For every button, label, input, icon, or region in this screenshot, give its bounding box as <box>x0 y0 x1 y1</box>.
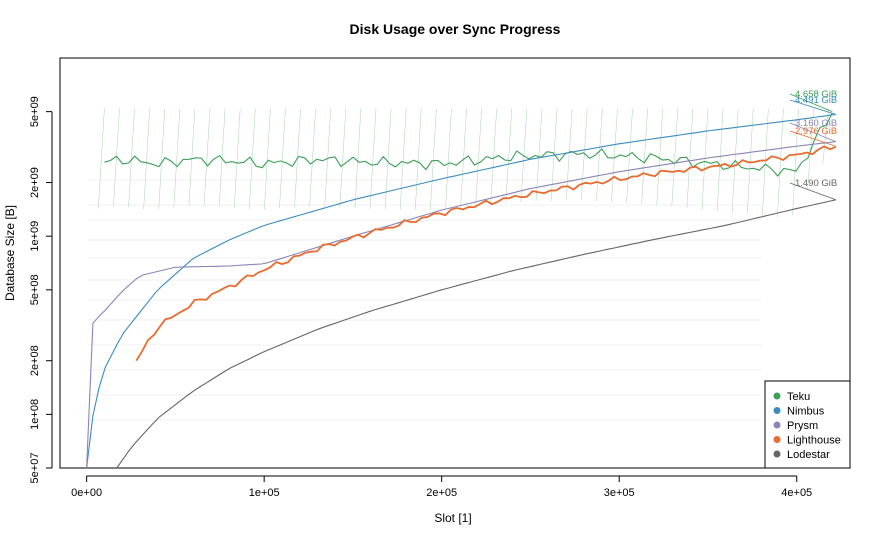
legend-marker-lighthouse <box>773 436 781 443</box>
end-label-leader <box>789 122 836 143</box>
teku-sync-streak <box>249 108 256 210</box>
teku-sync-streak <box>430 108 437 210</box>
teku-sync-streak <box>218 108 226 207</box>
teku-sync-streak <box>128 108 135 208</box>
teku-sync-streak <box>490 108 497 205</box>
chart-title: Disk Usage over Sync Progress <box>350 21 561 37</box>
legend-label-nimbus: Nimbus <box>787 406 825 418</box>
teku-sync-streak <box>716 108 724 212</box>
series-line-lighthouse <box>135 145 837 362</box>
end-label-leader <box>789 93 833 113</box>
teku-sync-streak <box>158 108 165 210</box>
x-tick-label: 1e+05 <box>249 487 280 499</box>
plot-frame <box>59 57 851 469</box>
x-tick-label: 3e+05 <box>604 487 635 499</box>
y-tick-label: 1e+09 <box>29 221 41 252</box>
teku-sync-streak <box>777 108 784 217</box>
series-layer <box>86 112 837 469</box>
teku-sync-streak <box>173 108 181 208</box>
teku-sync-streak <box>264 108 271 210</box>
y-tick-label: 5e+08 <box>29 274 41 305</box>
legend-marker-lodestar <box>773 450 781 458</box>
series-line-lodestar <box>116 199 836 469</box>
legend-marker-nimbus <box>773 407 781 414</box>
x-tick-label: 4e+05 <box>781 487 812 499</box>
teku-sync-streak <box>762 108 769 216</box>
legend-marker-teku <box>773 392 781 400</box>
y-axis-label: Database Size [B] <box>3 205 17 301</box>
teku-sync-streak <box>415 108 422 210</box>
teku-sync-streak <box>369 108 377 209</box>
end-label-lodestar: 1.490 GiB <box>795 178 837 189</box>
legend-label-teku: Teku <box>787 391 810 403</box>
teku-sync-streak <box>399 108 407 210</box>
teku-sync-streak <box>641 108 648 204</box>
teku-sync-streak <box>596 108 603 202</box>
scatter-artifacts <box>88 108 829 421</box>
end-label-leader <box>789 99 836 115</box>
teku-sync-streak <box>445 108 452 210</box>
y-tick-label: 1e+08 <box>29 399 41 430</box>
teku-sync-streak <box>822 108 829 164</box>
legend: Teku Nimbus Prysm Lighthouse Lodestar <box>764 380 851 469</box>
teku-sync-streak <box>565 108 573 201</box>
series-line-teku <box>104 112 833 177</box>
y-tick-label: 5e+09 <box>29 96 41 127</box>
teku-sync-streak <box>505 108 513 203</box>
teku-sync-streak <box>535 108 543 202</box>
legend-label-prysm: Prysm <box>787 420 818 432</box>
y-tick-label: 2e+08 <box>29 345 41 376</box>
teku-sync-streak <box>746 108 754 215</box>
teku-sync-streak <box>324 108 331 207</box>
teku-sync-streak <box>203 108 211 207</box>
teku-sync-streak <box>611 108 618 203</box>
teku-sync-streak <box>143 108 150 210</box>
teku-sync-streak <box>581 108 588 201</box>
end-label-lighthouse: 2.976 GiB <box>795 126 837 137</box>
teku-sync-streak <box>309 108 316 206</box>
teku-sync-streak <box>354 108 362 208</box>
teku-sync-streak <box>460 108 467 208</box>
teku-sync-streak <box>656 108 663 206</box>
teku-sync-streak <box>233 108 241 209</box>
teku-sync-streak <box>626 108 633 203</box>
y-tick-label: 2e+09 <box>29 167 41 198</box>
end-label-leader <box>789 182 836 201</box>
teku-sync-streak <box>339 108 347 208</box>
x-tick-label: 2e+05 <box>426 487 457 499</box>
teku-sync-streak <box>113 108 120 207</box>
legend-label-lighthouse: Lighthouse <box>787 435 841 447</box>
teku-sync-streak <box>279 108 286 209</box>
teku-sync-streak <box>475 108 482 206</box>
teku-sync-streak <box>701 108 709 210</box>
series-line-nimbus <box>86 113 836 469</box>
teku-sync-streak <box>188 108 196 206</box>
legend-label-lodestar: Lodestar <box>787 449 830 461</box>
end-label-leader <box>789 130 836 147</box>
series-line-prysm <box>86 141 836 469</box>
x-axis-label: Slot [1] <box>434 511 471 525</box>
x-tick-label: 0e+00 <box>71 487 102 499</box>
teku-sync-streak <box>671 108 679 207</box>
teku-sync-streak <box>686 108 694 209</box>
teku-sync-streak <box>98 108 105 209</box>
legend-marker-prysm <box>773 421 781 429</box>
end-label-prysm: 3.160 GiB <box>795 118 837 129</box>
end-label-nimbus: 4.491 GiB <box>795 95 837 106</box>
axes-layer: 0e+00 1e+05 2e+05 3e+05 4e+05 5e+07 1e+08 2e+08… <box>29 96 812 499</box>
end-label-teku: 4.658 GiB <box>795 89 837 100</box>
y-tick-label: 5e+07 <box>29 453 41 484</box>
